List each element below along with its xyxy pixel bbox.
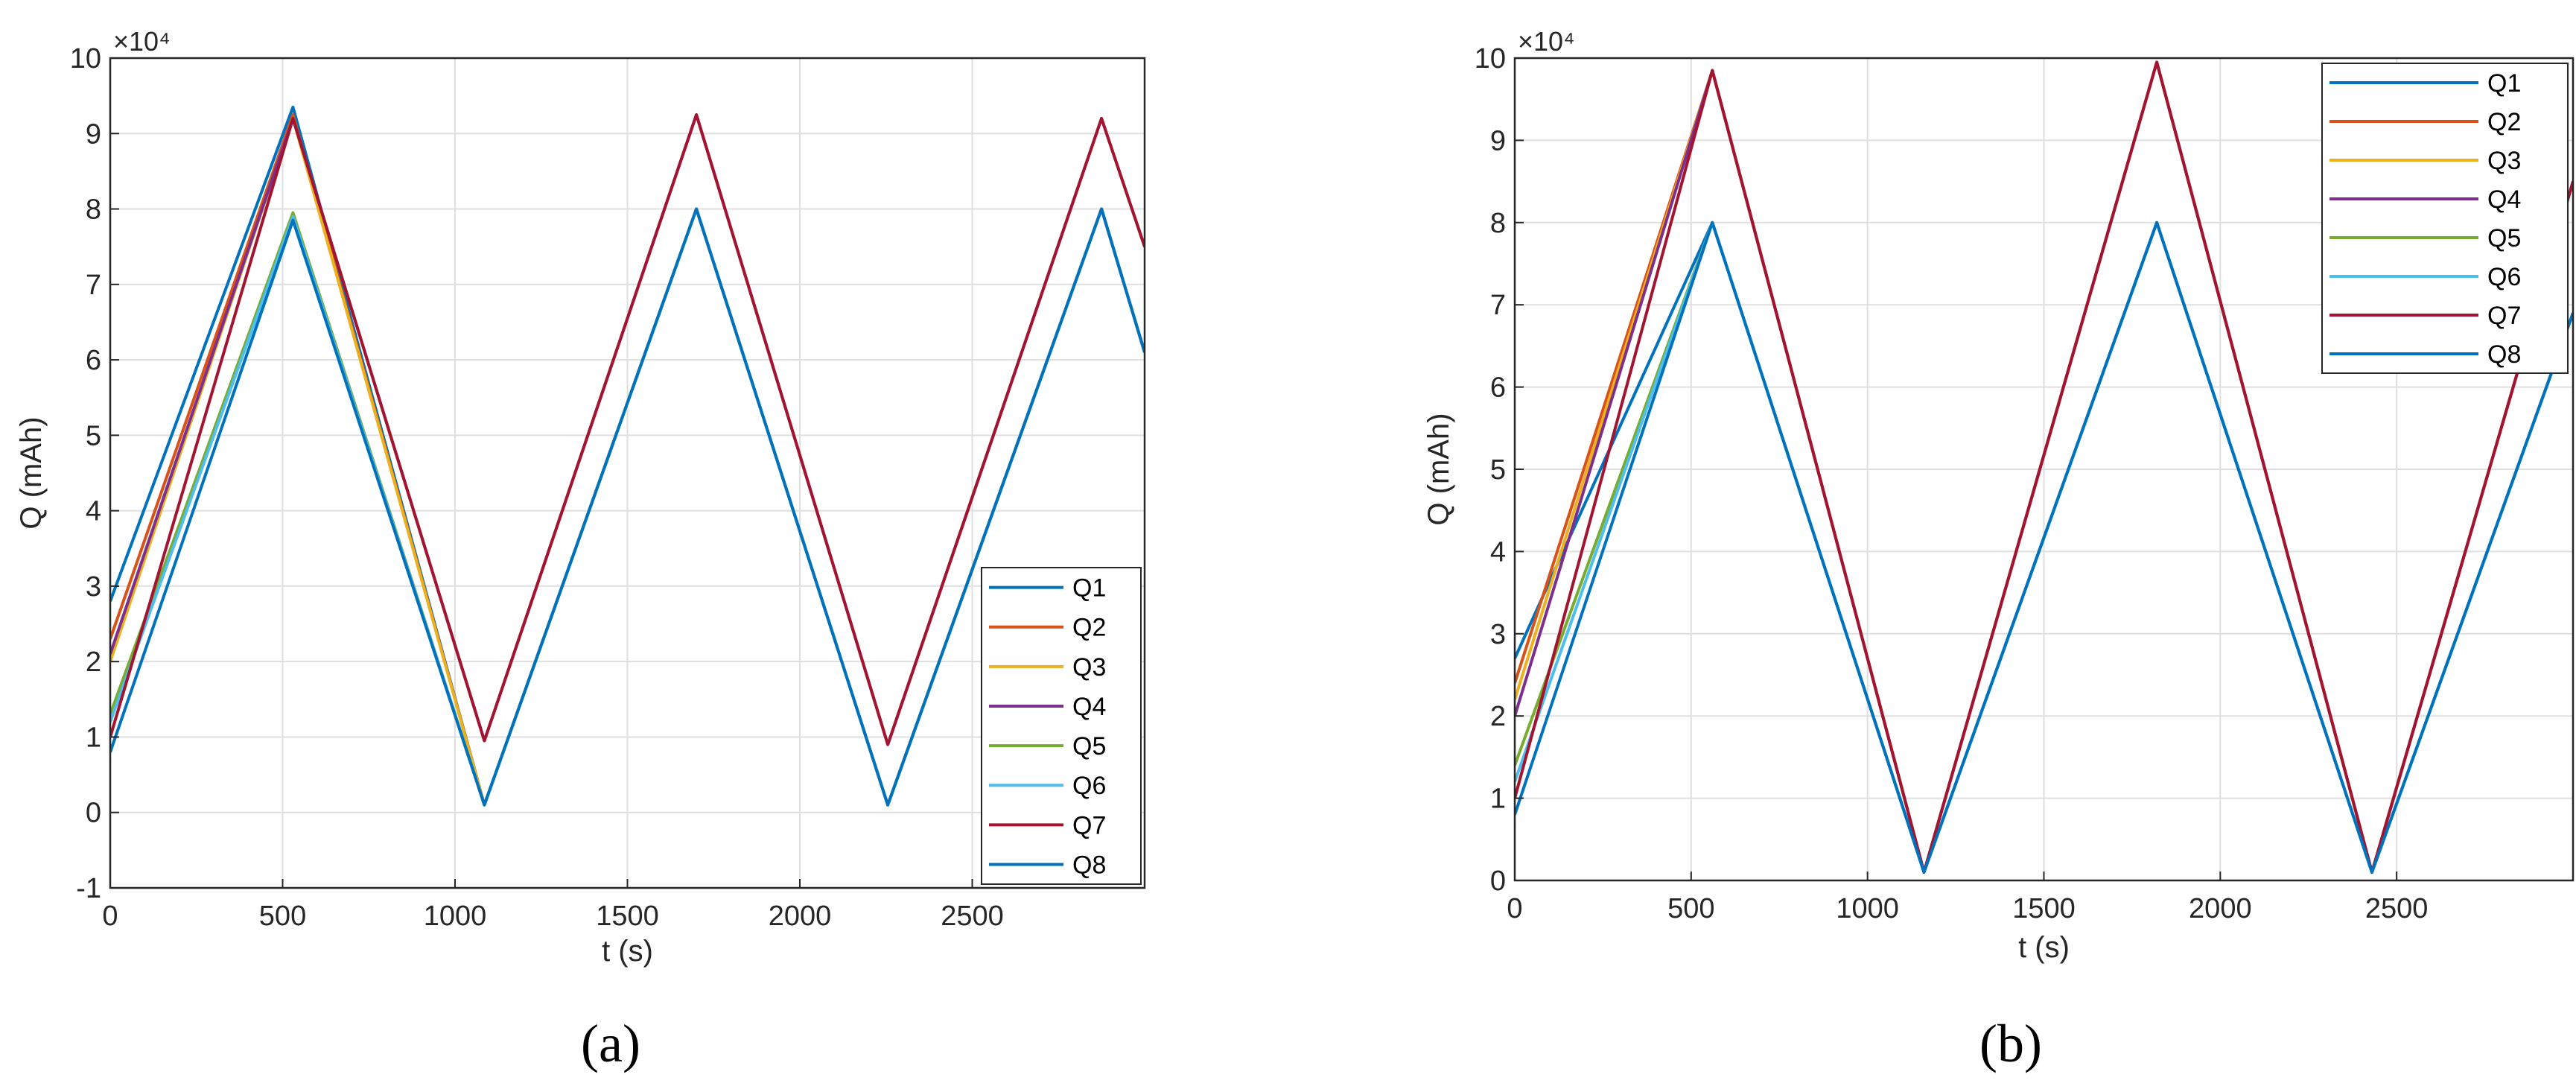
legend-label: Q2 (1072, 614, 1106, 642)
y-tick-label: 3 (86, 571, 101, 603)
y-tick-label: 6 (86, 345, 101, 376)
legend-label: Q3 (1072, 653, 1106, 682)
x-tick-label: 1500 (2012, 893, 2076, 924)
y-tick-label: 2 (86, 647, 101, 678)
series-line-q7 (110, 113, 1145, 746)
x-tick-label: 1000 (424, 901, 487, 932)
chart-panel-2: 0 500 1000 1500 2000 2500 0 1 2 3 4 5 6 7 8 9 10 ×10⁴ t (s… (1422, 26, 2575, 1073)
series-line-q8 (1515, 220, 2573, 874)
legend-label: Q7 (2487, 302, 2521, 330)
x-tick-label: 500 (259, 901, 306, 932)
y-tick-label: 3 (1490, 619, 1506, 650)
x-tick-label: 2500 (2365, 893, 2429, 924)
x-tick-label: 2000 (769, 901, 832, 932)
y-tick-label: 0 (1490, 866, 1506, 897)
y-tick-label: 5 (1490, 454, 1506, 486)
y-tick-label: 4 (1490, 536, 1506, 568)
x-tick-label: 0 (102, 901, 118, 932)
y-tick-label: 4 (86, 496, 101, 527)
legend-label: Q4 (1072, 693, 1106, 721)
y-tick-label: 9 (86, 118, 101, 150)
legend-label: Q5 (2487, 224, 2521, 253)
legend-label: Q4 (2487, 185, 2521, 214)
legend-label: Q8 (2487, 340, 2521, 369)
y-tick-label: 8 (1490, 208, 1506, 239)
legend: Q1 Q2 Q3 Q4 Q5 Q6 Q7 Q8 (2321, 63, 2569, 374)
y-tick-label: -1 (76, 873, 101, 904)
x-tick-label: 0 (1507, 893, 1522, 924)
series-line-q7 (1515, 60, 2573, 874)
panel-label: (a) (581, 1014, 640, 1073)
legend-box (2321, 63, 2569, 374)
y-tick-label: 1 (1490, 784, 1506, 815)
legend-label: Q6 (2487, 263, 2521, 291)
legend-label: Q7 (1072, 811, 1106, 839)
y-tick-label: 6 (1490, 372, 1506, 404)
y-tick-label: 1 (86, 722, 101, 753)
legend-label: Q2 (2487, 108, 2521, 136)
chart-panel-1: 0 500 1000 1500 2000 2500-1012345678910×10⁴t … (15, 26, 1146, 1073)
y-axis-label: Q (mAh) (1422, 413, 1455, 525)
legend-box (981, 567, 1142, 885)
y-tick-label: 10 (1475, 43, 1506, 74)
x-tick-label: 1000 (1836, 893, 1899, 924)
panel-label: (b) (1979, 1014, 2042, 1073)
x-axis-label: t (s) (2018, 931, 2070, 964)
legend-label: Q1 (1072, 574, 1106, 603)
y-tick-label: 8 (86, 194, 101, 226)
legend-label: Q1 (2487, 69, 2521, 98)
y-axis-multiplier: ×10⁴ (113, 26, 171, 57)
y-tick-label: 0 (86, 798, 101, 829)
y-tick-label: 2 (1490, 701, 1506, 732)
legend-label: Q3 (2487, 147, 2521, 175)
x-tick-label: 2000 (2189, 893, 2252, 924)
y-tick-label: 5 (86, 420, 101, 451)
x-tick-label: 1500 (596, 901, 659, 932)
y-axis-multiplier: ×10⁴ (1518, 26, 1575, 57)
legend-label: Q6 (1072, 772, 1106, 800)
x-axis-label: t (s) (602, 935, 653, 968)
y-tick-label: 7 (1490, 290, 1506, 321)
y-tick-label: 9 (1490, 125, 1506, 156)
series-group (1515, 60, 2573, 874)
x-tick-label: 500 (1667, 893, 1714, 924)
x-tick-label: 2500 (941, 901, 1004, 932)
legend-label: Q8 (1072, 851, 1106, 879)
y-tick-label: 10 (70, 43, 101, 74)
series-group (110, 105, 1145, 807)
series-line-q8 (110, 207, 1145, 807)
legend-label: Q5 (1072, 732, 1106, 761)
y-axis-label: Q (mAh) (15, 416, 48, 529)
y-tick-label: 7 (86, 270, 101, 301)
legend: Q1 Q2 Q3 Q4 Q5 Q6 Q7 Q8 (981, 567, 1142, 885)
